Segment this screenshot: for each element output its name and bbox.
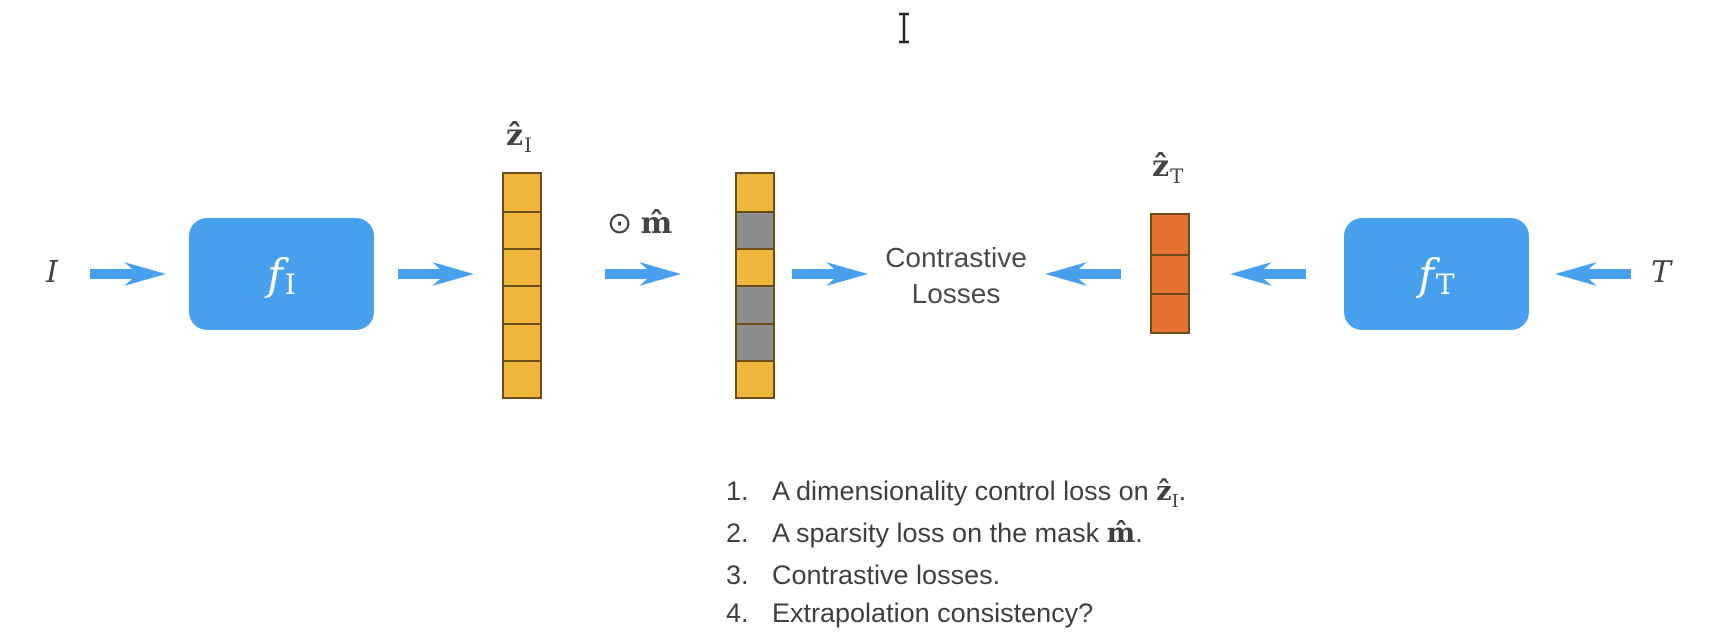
vector-cell (504, 211, 540, 249)
vector-cell (737, 174, 773, 212)
masked-vector (735, 172, 775, 399)
list-item-text: A dimensionality control loss on (772, 476, 1157, 506)
z-text-symbol: ẑ (1152, 149, 1170, 184)
vector-cell (1152, 215, 1188, 254)
vector-cell (737, 285, 773, 323)
list-item-number: 1. (726, 476, 749, 506)
list-item-end: . (1135, 518, 1143, 548)
contrastive-line1: Contrastive (885, 242, 1027, 273)
vector-cell (1152, 293, 1188, 332)
z-text-vector (1150, 213, 1190, 334)
vector-cell (504, 248, 540, 286)
arrow-z-text-to-losses (1045, 262, 1121, 286)
arrow-masked-to-losses (792, 262, 868, 286)
list-item-number: 2. (726, 518, 749, 548)
image-encoder-f: f (267, 249, 283, 299)
text-encoder-sub: T (1435, 267, 1455, 301)
arrow-input-to-image-encoder (90, 262, 166, 286)
vector-cell (737, 359, 773, 397)
list-item-number: 3. (726, 560, 749, 590)
vector-cell (737, 322, 773, 360)
mask-operator-label: ⊙ m̂ (607, 206, 672, 241)
z-image-label: ẑI (506, 118, 532, 157)
list-item-number: 4. (726, 598, 749, 628)
text-encoder-f: f (1418, 249, 1434, 299)
hadamard-icon: ⊙ (607, 207, 633, 240)
list-item-end: . (1178, 476, 1187, 506)
list-item-subscript: I (1171, 491, 1179, 512)
arrow-text-encoder-to-z-text (1230, 262, 1306, 286)
z-image-symbol: ẑ (506, 118, 524, 153)
vector-cell (504, 174, 540, 212)
text-cursor-icon (897, 12, 911, 44)
contrastive-losses-label: Contrastive Losses (866, 240, 1046, 312)
image-input-label: I (46, 255, 58, 290)
vector-cell (504, 322, 540, 360)
list-item-text: A sparsity loss on the mask (772, 518, 1107, 548)
list-item: 4. Extrapolation consistency? (726, 598, 1286, 636)
vector-cell (737, 248, 773, 286)
arrow-z-image-to-mask (605, 262, 681, 286)
contrastive-line2: Losses (911, 278, 1001, 309)
vector-cell (504, 359, 540, 397)
image-encoder-sub: I (284, 267, 296, 301)
arrow-text-input-to-encoder (1555, 262, 1631, 286)
vector-cell (1152, 254, 1188, 293)
list-item: 2. A sparsity loss on the mask m̂. (726, 518, 1286, 560)
z-text-sub: T (1170, 164, 1184, 188)
vector-cell (504, 285, 540, 323)
list-item: 3. Contrastive losses. (726, 560, 1286, 598)
mask-symbol: m̂ (640, 206, 673, 241)
list-item-symbol: ẑ (1156, 476, 1172, 507)
z-image-sub: I (524, 133, 532, 157)
arrow-encoder-to-z-image (398, 262, 474, 286)
list-item-symbol: m̂ (1106, 518, 1136, 549)
z-text-label: ẑT (1152, 149, 1183, 188)
list-item-text: Extrapolation consistency? (772, 598, 1094, 628)
text-input-label: T (1651, 255, 1672, 290)
z-image-vector (502, 172, 542, 399)
vector-cell (737, 211, 773, 249)
list-item-text: Contrastive losses. (772, 560, 1001, 590)
